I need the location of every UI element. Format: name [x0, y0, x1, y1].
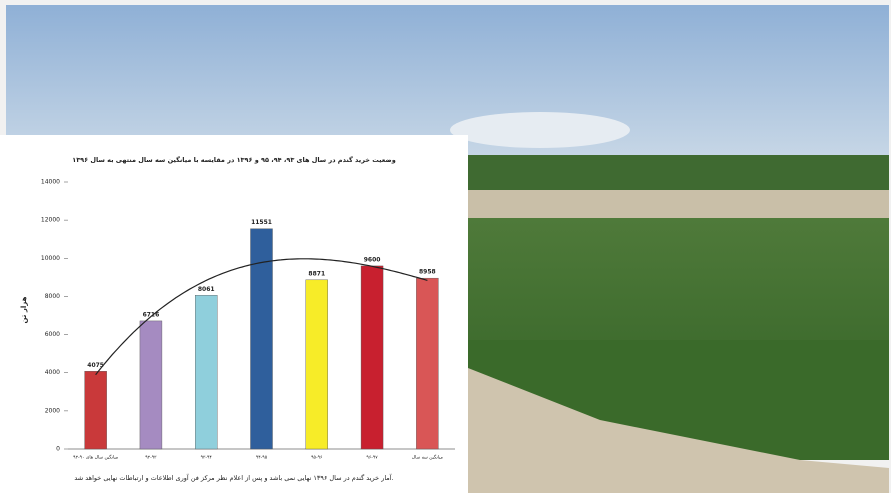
bar: [250, 228, 273, 450]
bar: [360, 265, 384, 450]
x-tick-label: ۹۲-۹۳: [145, 455, 157, 461]
bar: [305, 279, 328, 450]
bar: [139, 320, 163, 450]
y-axis-label: هزار تن: [20, 296, 28, 323]
y-tick-label: 6000: [45, 331, 60, 338]
y-tick-label: 12000: [41, 217, 60, 224]
y-tick-label: 0: [56, 446, 60, 453]
value-label: 9600: [364, 256, 381, 263]
x-tick-label: ۹۵-۹۶: [311, 456, 322, 461]
y-tick-label: 4000: [45, 369, 60, 376]
x-tick-label: ۹۳-۹۴: [201, 455, 213, 461]
value-label: 6716: [143, 311, 160, 318]
x-tick-label: میانگین سه سال: [412, 454, 444, 461]
y-tick-label: 10000: [41, 255, 60, 262]
x-tick-label: ۹۴-۹۵: [256, 456, 268, 461]
value-label: 8061: [198, 286, 215, 293]
value-label: 8958: [419, 269, 436, 276]
bar: [84, 371, 107, 450]
value-label: 11551: [251, 219, 272, 226]
chart-panel: وضعیت خرید گندم در سال های ۹۳، ۹۴، ۹۵ و …: [0, 135, 468, 493]
y-tick-label: 14000: [41, 179, 60, 186]
chart-title: وضعیت خرید گندم در سال های ۹۳، ۹۴، ۹۵ و …: [72, 156, 395, 164]
bar: [195, 295, 218, 450]
value-label: 4075: [87, 362, 104, 369]
y-tick-label: 2000: [45, 407, 60, 414]
x-tick-label: ۹۶-۹۷: [366, 456, 378, 461]
value-label: 8871: [308, 270, 325, 277]
x-tick-label: میانگین سال های ۹۰-۹۲: [73, 454, 119, 461]
y-tick-label: 8000: [45, 293, 60, 300]
chart-note: آمار خرید گندم در سال ۱۳۹۶ نهایی نمی باش…: [74, 473, 393, 482]
trend-curve: [95, 258, 428, 376]
bar: [416, 277, 439, 450]
